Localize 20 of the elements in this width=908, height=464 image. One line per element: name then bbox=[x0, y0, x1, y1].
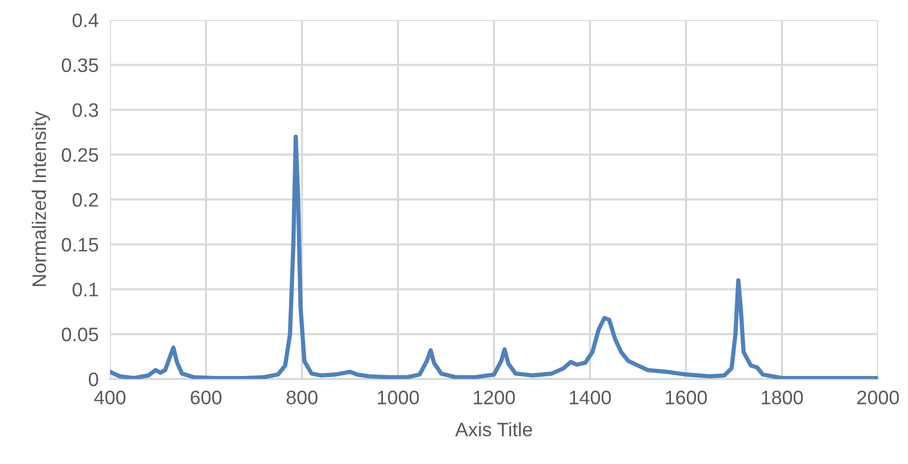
x-tick-label: 1400 bbox=[570, 390, 611, 404]
y-axis-title: Normalized Intensity bbox=[32, 111, 50, 286]
y-tick-label: 0.05 bbox=[62, 328, 98, 342]
x-tick-label: 600 bbox=[190, 390, 222, 404]
y-tick-label: 0.4 bbox=[72, 13, 98, 28]
x-tick-label: 1000 bbox=[378, 390, 419, 404]
y-tick-label: 0.25 bbox=[62, 148, 98, 162]
x-tick-label: 1600 bbox=[666, 390, 707, 404]
y-tick-label: 0.3 bbox=[72, 103, 98, 117]
x-tick-label: 1800 bbox=[762, 390, 803, 404]
y-tick-label: 0.2 bbox=[72, 192, 98, 207]
y-tick-label: 0.15 bbox=[62, 238, 98, 252]
x-tick-label: 1200 bbox=[474, 390, 515, 404]
x-tick-label: 800 bbox=[286, 390, 318, 404]
y-tick-label: 0.1 bbox=[72, 282, 98, 296]
x-axis-title: Axis Title bbox=[455, 422, 532, 436]
y-tick-label: 0.35 bbox=[62, 58, 98, 72]
x-tick-label: 2000 bbox=[857, 390, 899, 404]
y-tick-label: 0 bbox=[88, 372, 98, 386]
x-tick-label: 400 bbox=[94, 390, 126, 404]
